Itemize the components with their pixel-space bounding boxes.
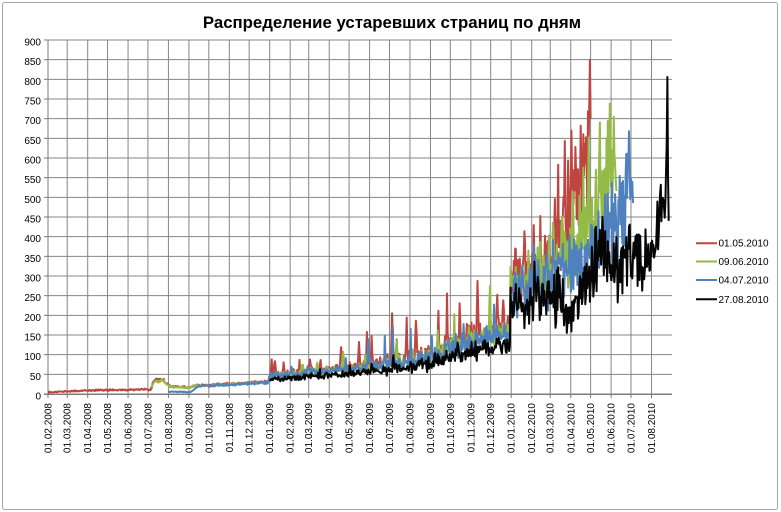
svg-text:01.11.2008: 01.11.2008 [225, 403, 236, 453]
svg-text:01.10.2009: 01.10.2009 [446, 403, 457, 453]
svg-text:01.03.2010: 01.03.2010 [546, 403, 557, 453]
svg-text:01.05.2009: 01.05.2009 [345, 403, 356, 453]
svg-text:0: 0 [35, 392, 41, 403]
svg-text:01.08.2008: 01.08.2008 [164, 403, 175, 453]
svg-text:300: 300 [24, 274, 41, 285]
svg-text:27.08.2010: 27.08.2010 [719, 295, 769, 306]
svg-text:01.03.2009: 01.03.2009 [304, 403, 315, 453]
svg-text:550: 550 [24, 175, 41, 186]
svg-text:400: 400 [24, 234, 41, 245]
svg-text:700: 700 [24, 116, 41, 127]
svg-text:01.06.2009: 01.06.2009 [365, 403, 376, 453]
svg-text:01.04.2010: 01.04.2010 [566, 403, 577, 453]
svg-text:150: 150 [24, 333, 41, 344]
svg-text:50: 50 [30, 372, 42, 383]
svg-text:01.07.2009: 01.07.2009 [385, 403, 396, 453]
svg-text:100: 100 [24, 352, 41, 363]
svg-text:01.11.2009: 01.11.2009 [466, 403, 477, 453]
svg-text:01.04.2009: 01.04.2009 [325, 403, 336, 453]
svg-text:200: 200 [24, 313, 41, 324]
svg-text:04.07.2010: 04.07.2010 [719, 276, 769, 287]
svg-text:01.12.2009: 01.12.2009 [486, 403, 497, 453]
svg-text:01.09.2009: 01.09.2009 [426, 403, 437, 453]
svg-text:01.08.2010: 01.08.2010 [647, 403, 658, 453]
svg-text:01.07.2008: 01.07.2008 [143, 403, 154, 453]
svg-text:800: 800 [24, 77, 41, 88]
svg-text:01.01.2009: 01.01.2009 [265, 403, 276, 453]
svg-text:01.08.2009: 01.08.2009 [406, 403, 417, 453]
svg-text:01.05.2010: 01.05.2010 [719, 239, 769, 250]
svg-text:01.06.2010: 01.06.2010 [607, 403, 618, 453]
svg-text:250: 250 [24, 293, 41, 304]
svg-text:900: 900 [24, 38, 41, 49]
svg-text:01.02.2009: 01.02.2009 [286, 403, 297, 453]
svg-text:Распределение устаревших стран: Распределение устаревших страниц по дням [203, 13, 581, 32]
svg-text:01.07.2010: 01.07.2010 [627, 403, 638, 453]
svg-text:01.04.2008: 01.04.2008 [83, 403, 94, 453]
svg-text:850: 850 [24, 57, 41, 68]
svg-text:01.06.2008: 01.06.2008 [124, 403, 135, 453]
svg-text:01.12.2008: 01.12.2008 [245, 403, 256, 453]
svg-text:650: 650 [24, 136, 41, 147]
svg-text:600: 600 [24, 156, 41, 167]
svg-text:01.02.2008: 01.02.2008 [44, 403, 55, 453]
svg-text:01.09.2008: 01.09.2008 [184, 403, 195, 453]
svg-text:09.06.2010: 09.06.2010 [719, 257, 769, 268]
svg-text:01.02.2010: 01.02.2010 [527, 403, 538, 453]
svg-text:01.05.2008: 01.05.2008 [103, 403, 114, 453]
svg-text:01.03.2008: 01.03.2008 [63, 403, 74, 453]
svg-text:01.10.2008: 01.10.2008 [204, 403, 215, 453]
svg-text:350: 350 [24, 254, 41, 265]
svg-text:750: 750 [24, 97, 41, 108]
svg-text:01.01.2010: 01.01.2010 [507, 403, 518, 453]
svg-text:450: 450 [24, 215, 41, 226]
svg-text:500: 500 [24, 195, 41, 206]
svg-text:01.05.2010: 01.05.2010 [586, 403, 597, 453]
